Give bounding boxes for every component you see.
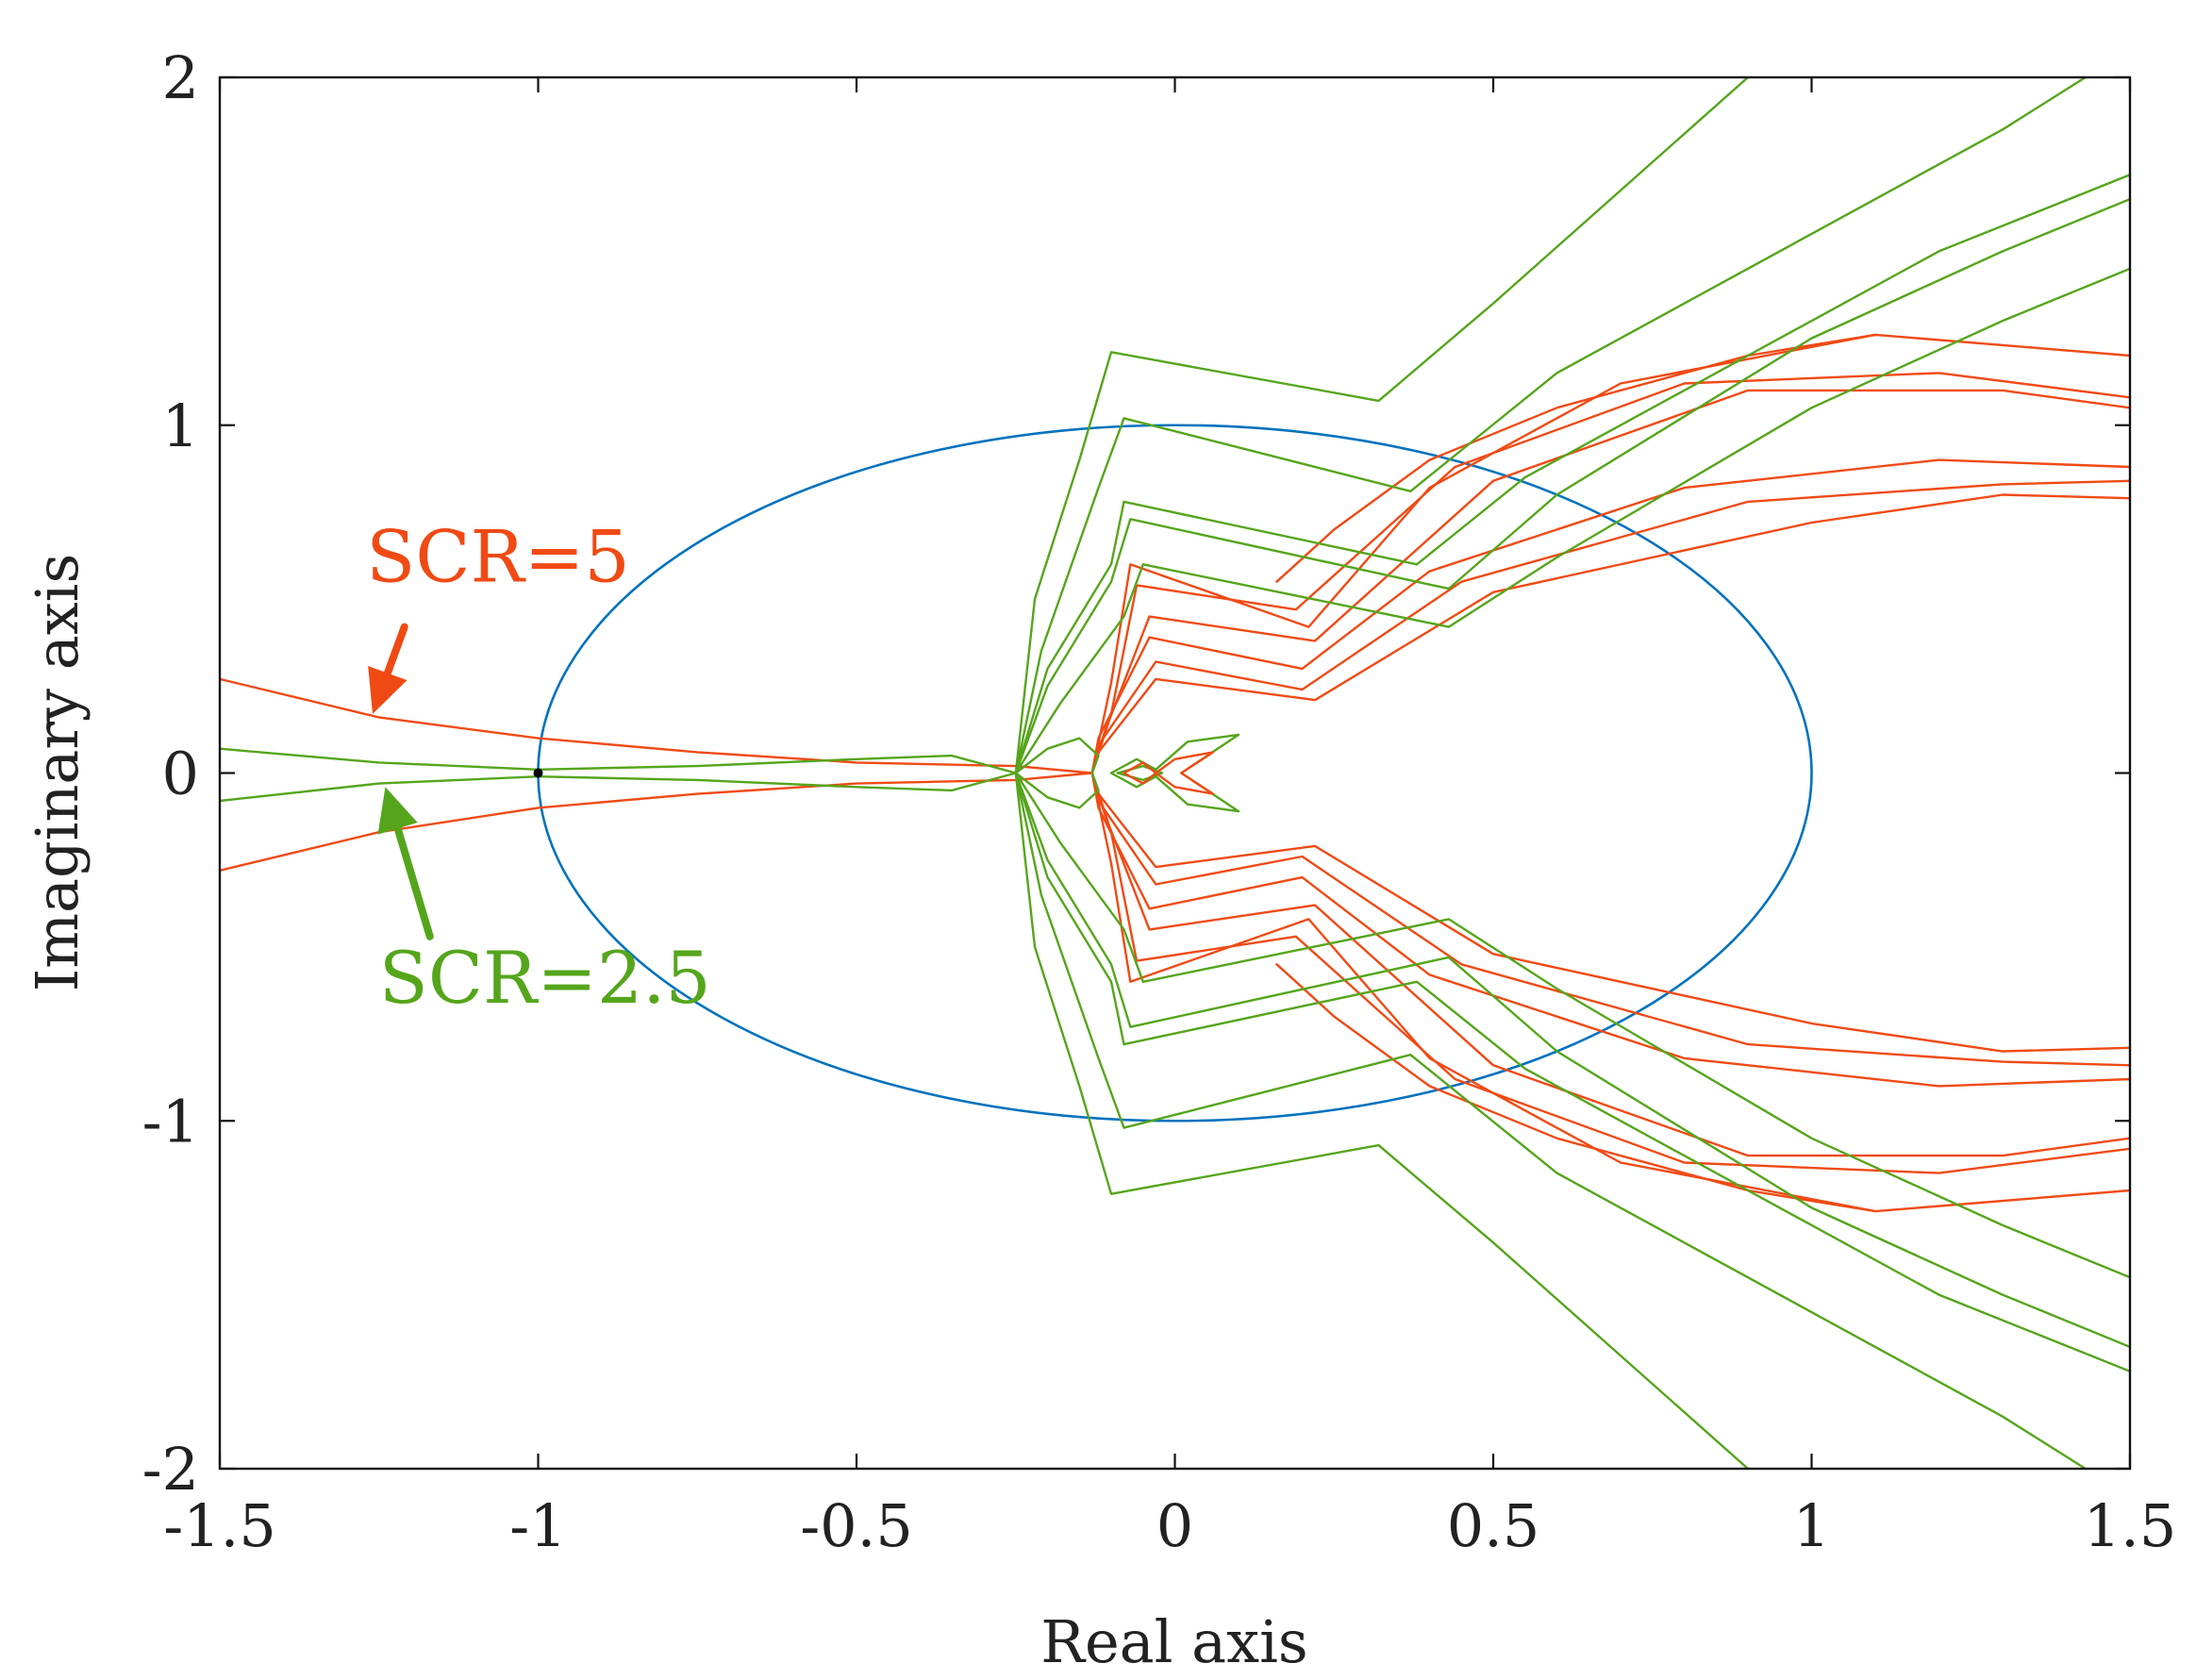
series-line-4-2 (1014, 174, 2130, 774)
series-line-3-5 (1090, 772, 2130, 1053)
x-tick-label: 0 (1156, 1491, 1193, 1560)
y-tick-label: 2 (162, 43, 199, 112)
critical-point-marker (533, 768, 543, 778)
annotation-arrow-shaft-scr25 (393, 824, 434, 940)
series-line-5-4 (1014, 772, 2130, 1279)
series-line-2-5 (1090, 493, 2130, 774)
series-line-5-0 (1014, 772, 1750, 1469)
series-line-7-1 (1155, 751, 1215, 795)
x-tick-label: 1 (1793, 1491, 1830, 1560)
series-line-4-0 (1014, 77, 1750, 774)
y-tick-label: -1 (142, 1087, 199, 1156)
series-line-4-3 (1014, 197, 2130, 774)
series-line-3-6 (1275, 963, 1877, 1213)
annotation-scr25: SCR=2.5 (379, 936, 711, 1020)
y-tick-label: 0 (162, 740, 199, 808)
annotation-arrow-head-scr5 (368, 666, 408, 714)
series-line-5-1 (1014, 772, 2088, 1469)
series-line-2-3 (1090, 458, 2130, 774)
series-line-2-4 (1090, 479, 2130, 774)
series-line-2-6 (1275, 333, 1877, 583)
x-axis-label: Real axis (1040, 1607, 1307, 1676)
annotation-arrow-head-scr25 (377, 787, 418, 835)
x-tick-label: -1 (509, 1491, 566, 1560)
x-tick-label: -1.5 (163, 1491, 276, 1560)
annotation-layer: SCR=5 SCR=2.5 (366, 515, 710, 1020)
ticks-layer: -1.5 -1 -0.5 0 0.5 1 1.5 -2 -1 0 1 2 (142, 43, 2177, 1560)
series-line-6-0 (1014, 737, 1100, 809)
series-line-3-4 (1090, 772, 2130, 1067)
y-tick-label: -2 (142, 1435, 199, 1504)
series-line-1-1 (220, 772, 1018, 803)
series-line-4-1 (1014, 77, 2088, 774)
y-tick-label: 1 (162, 391, 199, 460)
series-line-3-3 (1090, 772, 2130, 1088)
series-line-4-4 (1014, 267, 2130, 774)
series-line-2-1 (1090, 372, 2130, 774)
series-line-2-0 (1090, 333, 2130, 774)
series-line-1-0 (220, 747, 1018, 774)
series-line-5-2 (1014, 772, 2130, 1373)
series-layer (220, 77, 2130, 1469)
x-tick-label: -0.5 (800, 1491, 913, 1560)
annotation-scr5: SCR=5 (366, 515, 629, 599)
series-line-5-3 (1014, 772, 2130, 1349)
series-line-3-1 (1090, 772, 2130, 1174)
series-line-3-0 (1090, 772, 2130, 1213)
x-tick-label: 1.5 (2084, 1491, 2177, 1560)
y-axis-label: Imaginary axis (23, 554, 92, 992)
annotation-arrow-shaft-scr5 (383, 623, 408, 677)
x-tick-label: 0.5 (1447, 1491, 1540, 1560)
